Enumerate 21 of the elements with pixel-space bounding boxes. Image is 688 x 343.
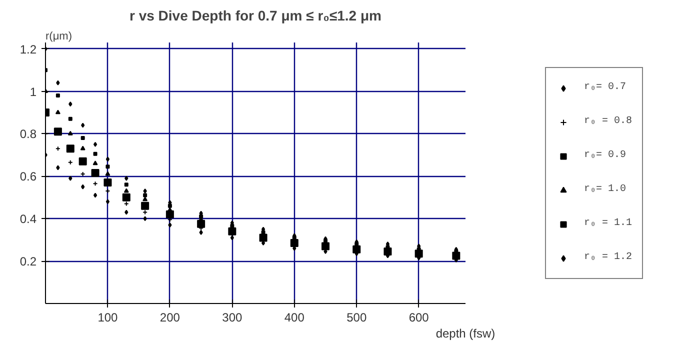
x-tick-label: 100 bbox=[98, 310, 118, 324]
legend-label: r₀= 1.0 bbox=[584, 184, 626, 195]
legend-label: r₀= 0.7 bbox=[584, 82, 626, 93]
x-axis-title: depth (fsw) bbox=[436, 326, 496, 340]
x-tick-label: 600 bbox=[408, 310, 430, 324]
y-tick-label: 0.6 bbox=[20, 170, 37, 184]
x-tick-label: 400 bbox=[284, 310, 305, 324]
y-tick-label: 0.4 bbox=[20, 212, 37, 226]
y-tick-label: 0.2 bbox=[20, 254, 37, 269]
x-tick-label: 200 bbox=[160, 310, 180, 324]
legend-label: r₀ = 1.2 bbox=[584, 252, 632, 263]
x-tick-label: 300 bbox=[222, 310, 243, 324]
y-axis-title: r(μm) bbox=[46, 30, 72, 42]
legend-label: r₀ = 1.1 bbox=[584, 218, 632, 229]
legend-label: r₀= 0.9 bbox=[584, 150, 626, 161]
x-tick-label: 500 bbox=[346, 310, 367, 324]
y-tick-label: 1 bbox=[30, 84, 37, 99]
chart-title: r vs Dive Depth for 0.7 μm ≤ r₀≤1.2 μm bbox=[130, 8, 382, 24]
legend-label: r₀ = 0.8 bbox=[584, 116, 632, 127]
y-tick-label: 0.8 bbox=[20, 127, 37, 142]
y-tick-label: 1.2 bbox=[20, 42, 37, 56]
